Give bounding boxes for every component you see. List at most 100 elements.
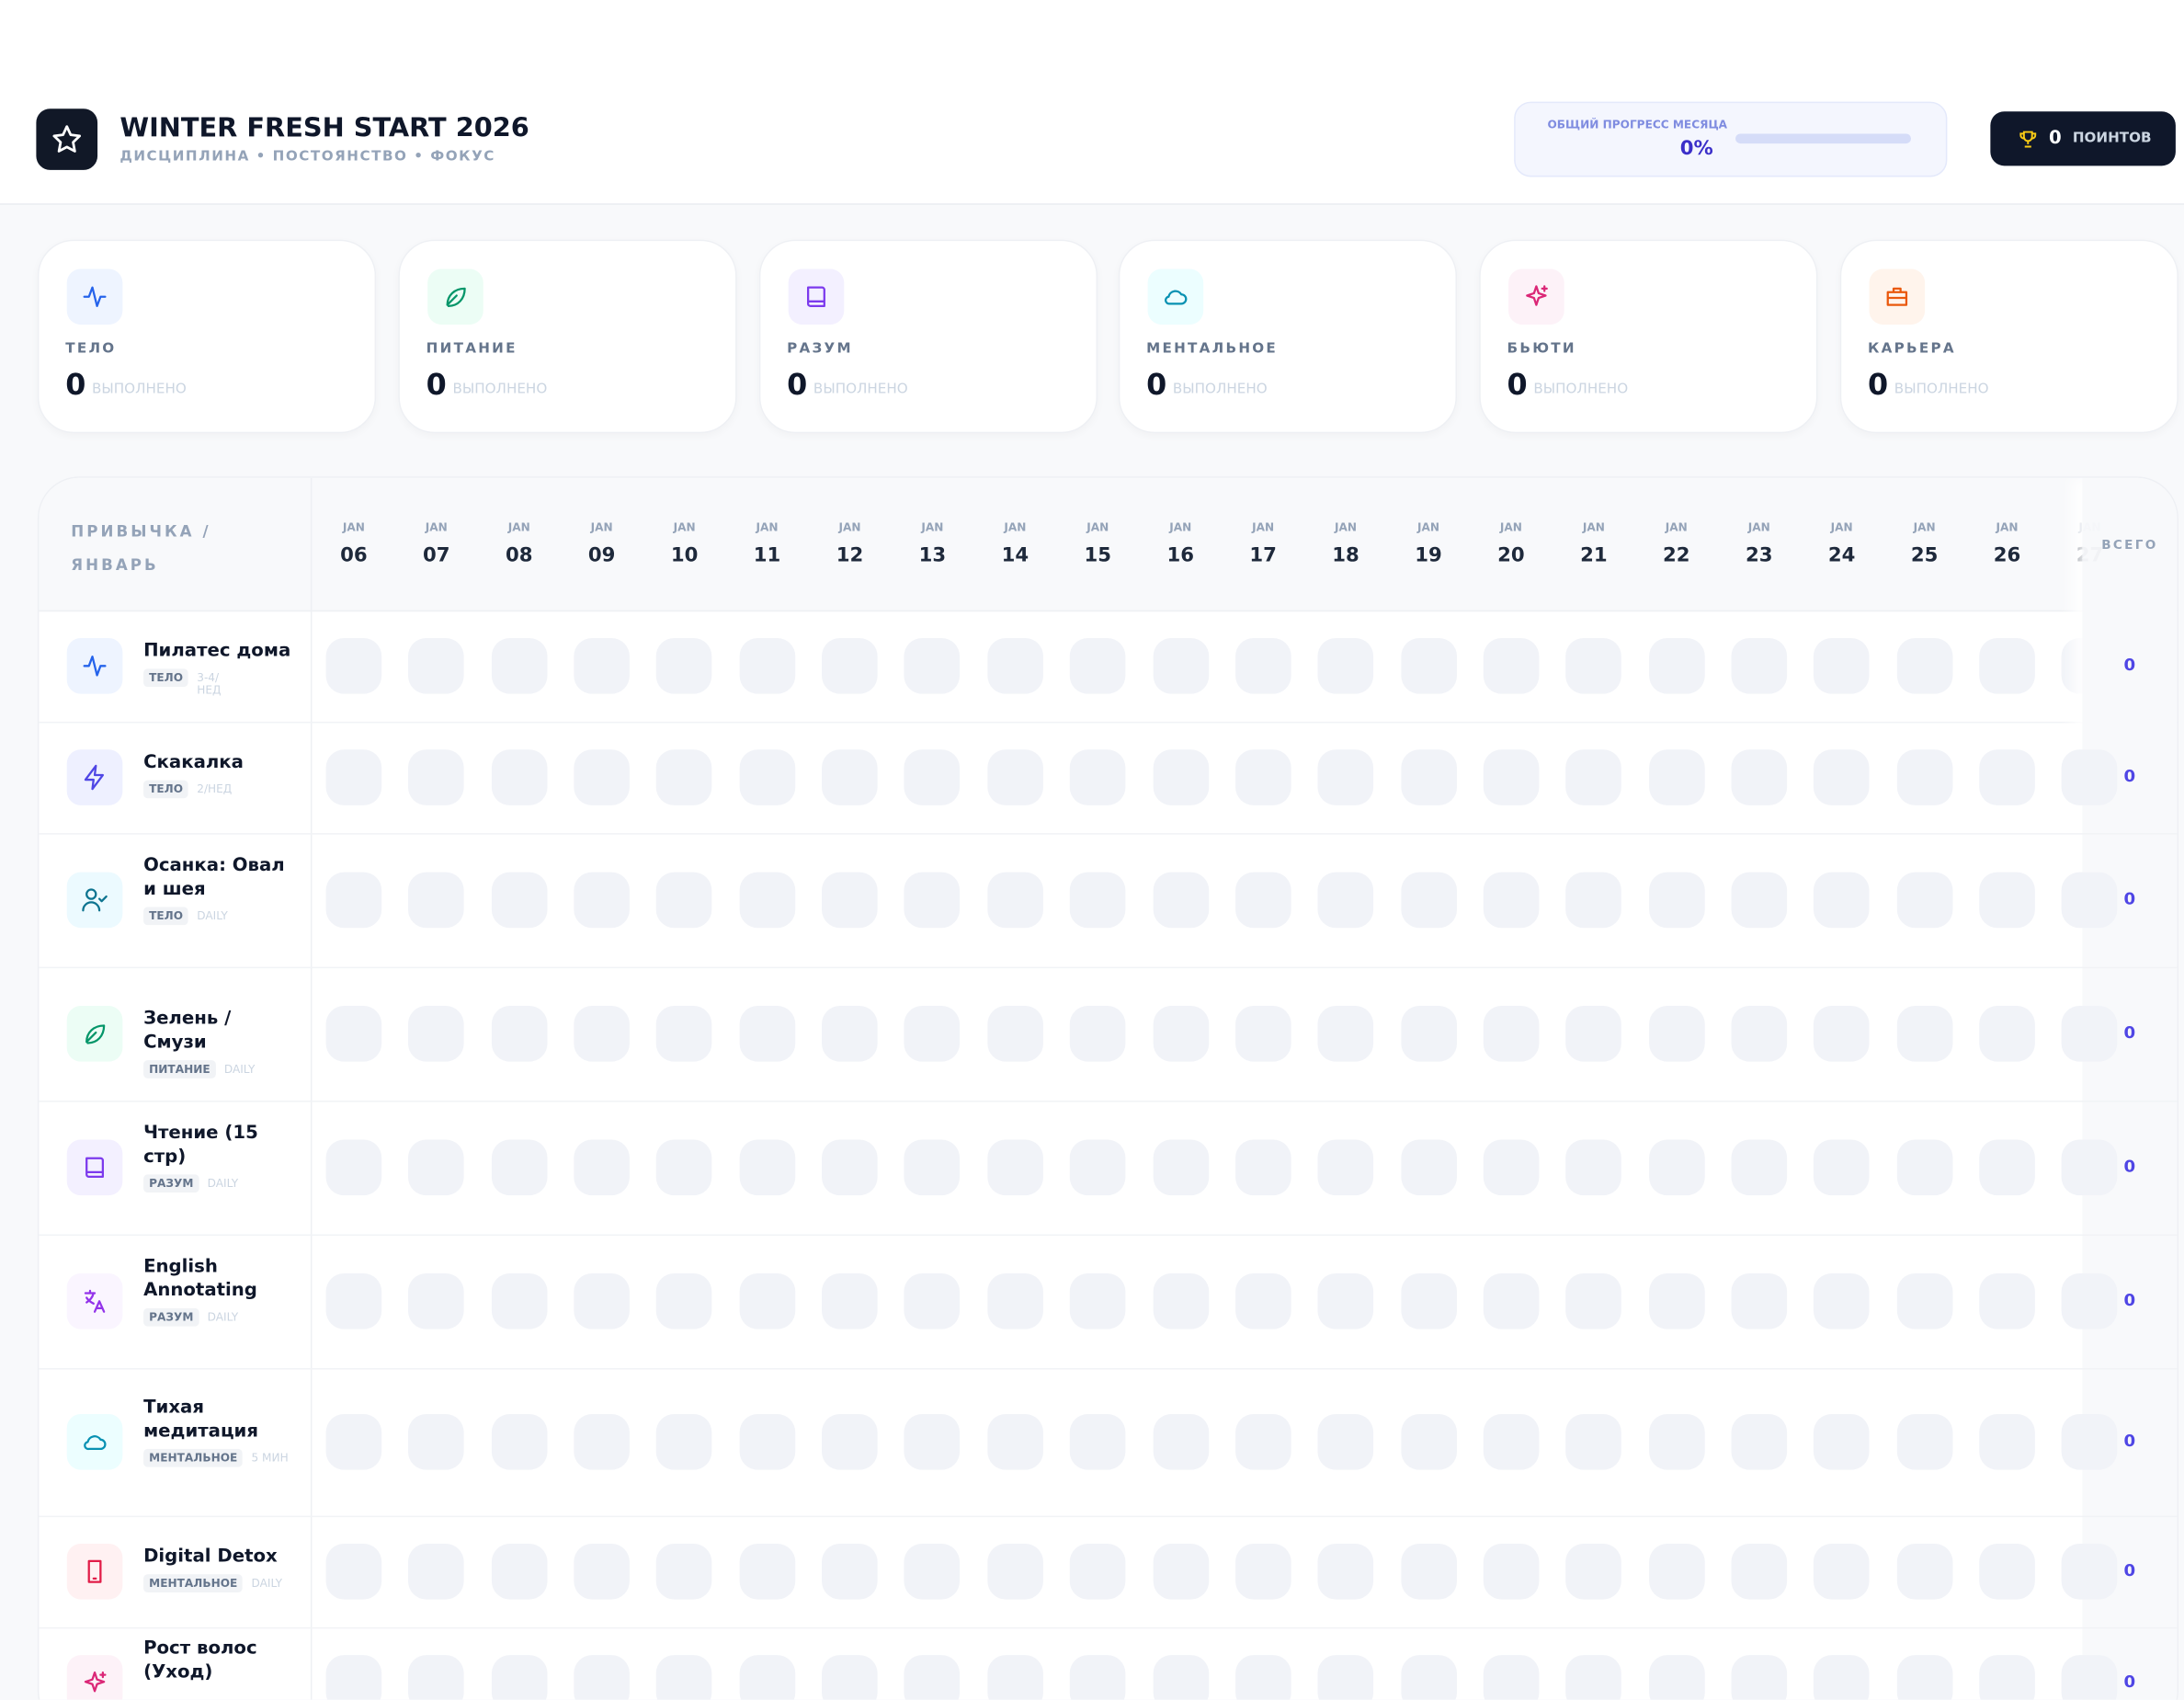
check-cell[interactable] <box>1731 1272 1788 1329</box>
check-cell[interactable] <box>904 1006 961 1062</box>
check-cell[interactable] <box>325 1139 382 1196</box>
check-cell[interactable] <box>822 1543 878 1600</box>
check-cell[interactable] <box>491 1139 548 1196</box>
check-cell[interactable] <box>1400 1655 1457 1700</box>
check-cell[interactable] <box>1234 749 1291 805</box>
check-cell[interactable] <box>1979 1414 2035 1470</box>
check-cell[interactable] <box>1234 1655 1291 1700</box>
check-cell[interactable] <box>1648 1139 1705 1196</box>
check-cell[interactable] <box>1648 1006 1705 1062</box>
check-cell[interactable] <box>1483 872 1540 929</box>
check-cell[interactable] <box>1152 1655 1209 1700</box>
check-cell[interactable] <box>325 749 382 805</box>
check-cell[interactable] <box>1979 1272 2035 1329</box>
check-cell[interactable] <box>408 1655 465 1700</box>
check-cell[interactable] <box>325 638 382 694</box>
check-cell[interactable] <box>987 1272 1043 1329</box>
check-cell[interactable] <box>822 1655 878 1700</box>
check-cell[interactable] <box>1400 872 1457 929</box>
check-cell[interactable] <box>987 1655 1043 1700</box>
check-cell[interactable] <box>739 1414 795 1470</box>
check-cell[interactable] <box>987 1543 1043 1600</box>
check-cell[interactable] <box>1896 1006 1952 1062</box>
check-cell[interactable] <box>1152 1543 1209 1600</box>
check-cell[interactable] <box>491 1543 548 1600</box>
check-cell[interactable] <box>904 1655 961 1700</box>
check-cell[interactable] <box>491 1655 548 1700</box>
check-cell[interactable] <box>987 749 1043 805</box>
check-cell[interactable] <box>1814 749 1870 805</box>
check-cell[interactable] <box>1814 872 1870 929</box>
check-cell[interactable] <box>2062 1414 2118 1470</box>
check-cell[interactable] <box>1648 638 1705 694</box>
check-cell[interactable] <box>2062 1272 2118 1329</box>
check-cell[interactable] <box>656 1655 712 1700</box>
check-cell[interactable] <box>1896 749 1952 805</box>
check-cell[interactable] <box>656 1272 712 1329</box>
check-cell[interactable] <box>2062 1006 2118 1062</box>
check-cell[interactable] <box>1565 1414 1622 1470</box>
check-cell[interactable] <box>1648 1655 1705 1700</box>
check-cell[interactable] <box>1400 1139 1457 1196</box>
check-cell[interactable] <box>1483 638 1540 694</box>
check-cell[interactable] <box>822 749 878 805</box>
check-cell[interactable] <box>987 1414 1043 1470</box>
check-cell[interactable] <box>1814 1655 1870 1700</box>
check-cell[interactable] <box>987 1139 1043 1196</box>
check-cell[interactable] <box>1979 638 2035 694</box>
check-cell[interactable] <box>491 872 548 929</box>
check-cell[interactable] <box>904 1272 961 1329</box>
check-cell[interactable] <box>1069 1006 1126 1062</box>
check-cell[interactable] <box>1483 1655 1540 1700</box>
check-cell[interactable] <box>1896 1543 1952 1600</box>
check-cell[interactable] <box>491 1272 548 1329</box>
check-cell[interactable] <box>408 872 465 929</box>
check-cell[interactable] <box>574 749 630 805</box>
check-cell[interactable] <box>574 1414 630 1470</box>
check-cell[interactable] <box>739 1543 795 1600</box>
check-cell[interactable] <box>822 872 878 929</box>
check-cell[interactable] <box>2062 872 2118 929</box>
check-cell[interactable] <box>1152 638 1209 694</box>
check-cell[interactable] <box>325 1414 382 1470</box>
check-cell[interactable] <box>904 749 961 805</box>
check-cell[interactable] <box>1731 872 1788 929</box>
check-cell[interactable] <box>2062 1139 2118 1196</box>
check-cell[interactable] <box>739 1139 795 1196</box>
check-cell[interactable] <box>325 1543 382 1600</box>
check-cell[interactable] <box>1152 749 1209 805</box>
check-cell[interactable] <box>904 1414 961 1470</box>
check-cell[interactable] <box>656 638 712 694</box>
check-cell[interactable] <box>1069 1543 1126 1600</box>
check-cell[interactable] <box>491 1006 548 1062</box>
check-cell[interactable] <box>1234 638 1291 694</box>
check-cell[interactable] <box>2062 1543 2118 1600</box>
check-cell[interactable] <box>1234 1006 1291 1062</box>
check-cell[interactable] <box>408 638 465 694</box>
check-cell[interactable] <box>1317 1655 1374 1700</box>
check-cell[interactable] <box>1731 1414 1788 1470</box>
check-cell[interactable] <box>325 1006 382 1062</box>
check-cell[interactable] <box>1317 872 1374 929</box>
check-cell[interactable] <box>1234 1543 1291 1600</box>
check-cell[interactable] <box>1979 749 2035 805</box>
check-cell[interactable] <box>408 1414 465 1470</box>
check-cell[interactable] <box>574 1006 630 1062</box>
check-cell[interactable] <box>408 749 465 805</box>
check-cell[interactable] <box>822 1272 878 1329</box>
check-cell[interactable] <box>1814 1543 1870 1600</box>
check-cell[interactable] <box>1565 1543 1622 1600</box>
check-cell[interactable] <box>408 1543 465 1600</box>
check-cell[interactable] <box>1152 1006 1209 1062</box>
check-cell[interactable] <box>1648 1272 1705 1329</box>
check-cell[interactable] <box>656 1139 712 1196</box>
check-cell[interactable] <box>1317 1543 1374 1600</box>
check-cell[interactable] <box>739 1006 795 1062</box>
check-cell[interactable] <box>1731 1006 1788 1062</box>
check-cell[interactable] <box>1896 1272 1952 1329</box>
check-cell[interactable] <box>1317 1139 1374 1196</box>
check-cell[interactable] <box>574 1655 630 1700</box>
check-cell[interactable] <box>1648 749 1705 805</box>
check-cell[interactable] <box>822 1139 878 1196</box>
check-cell[interactable] <box>1814 1272 1870 1329</box>
